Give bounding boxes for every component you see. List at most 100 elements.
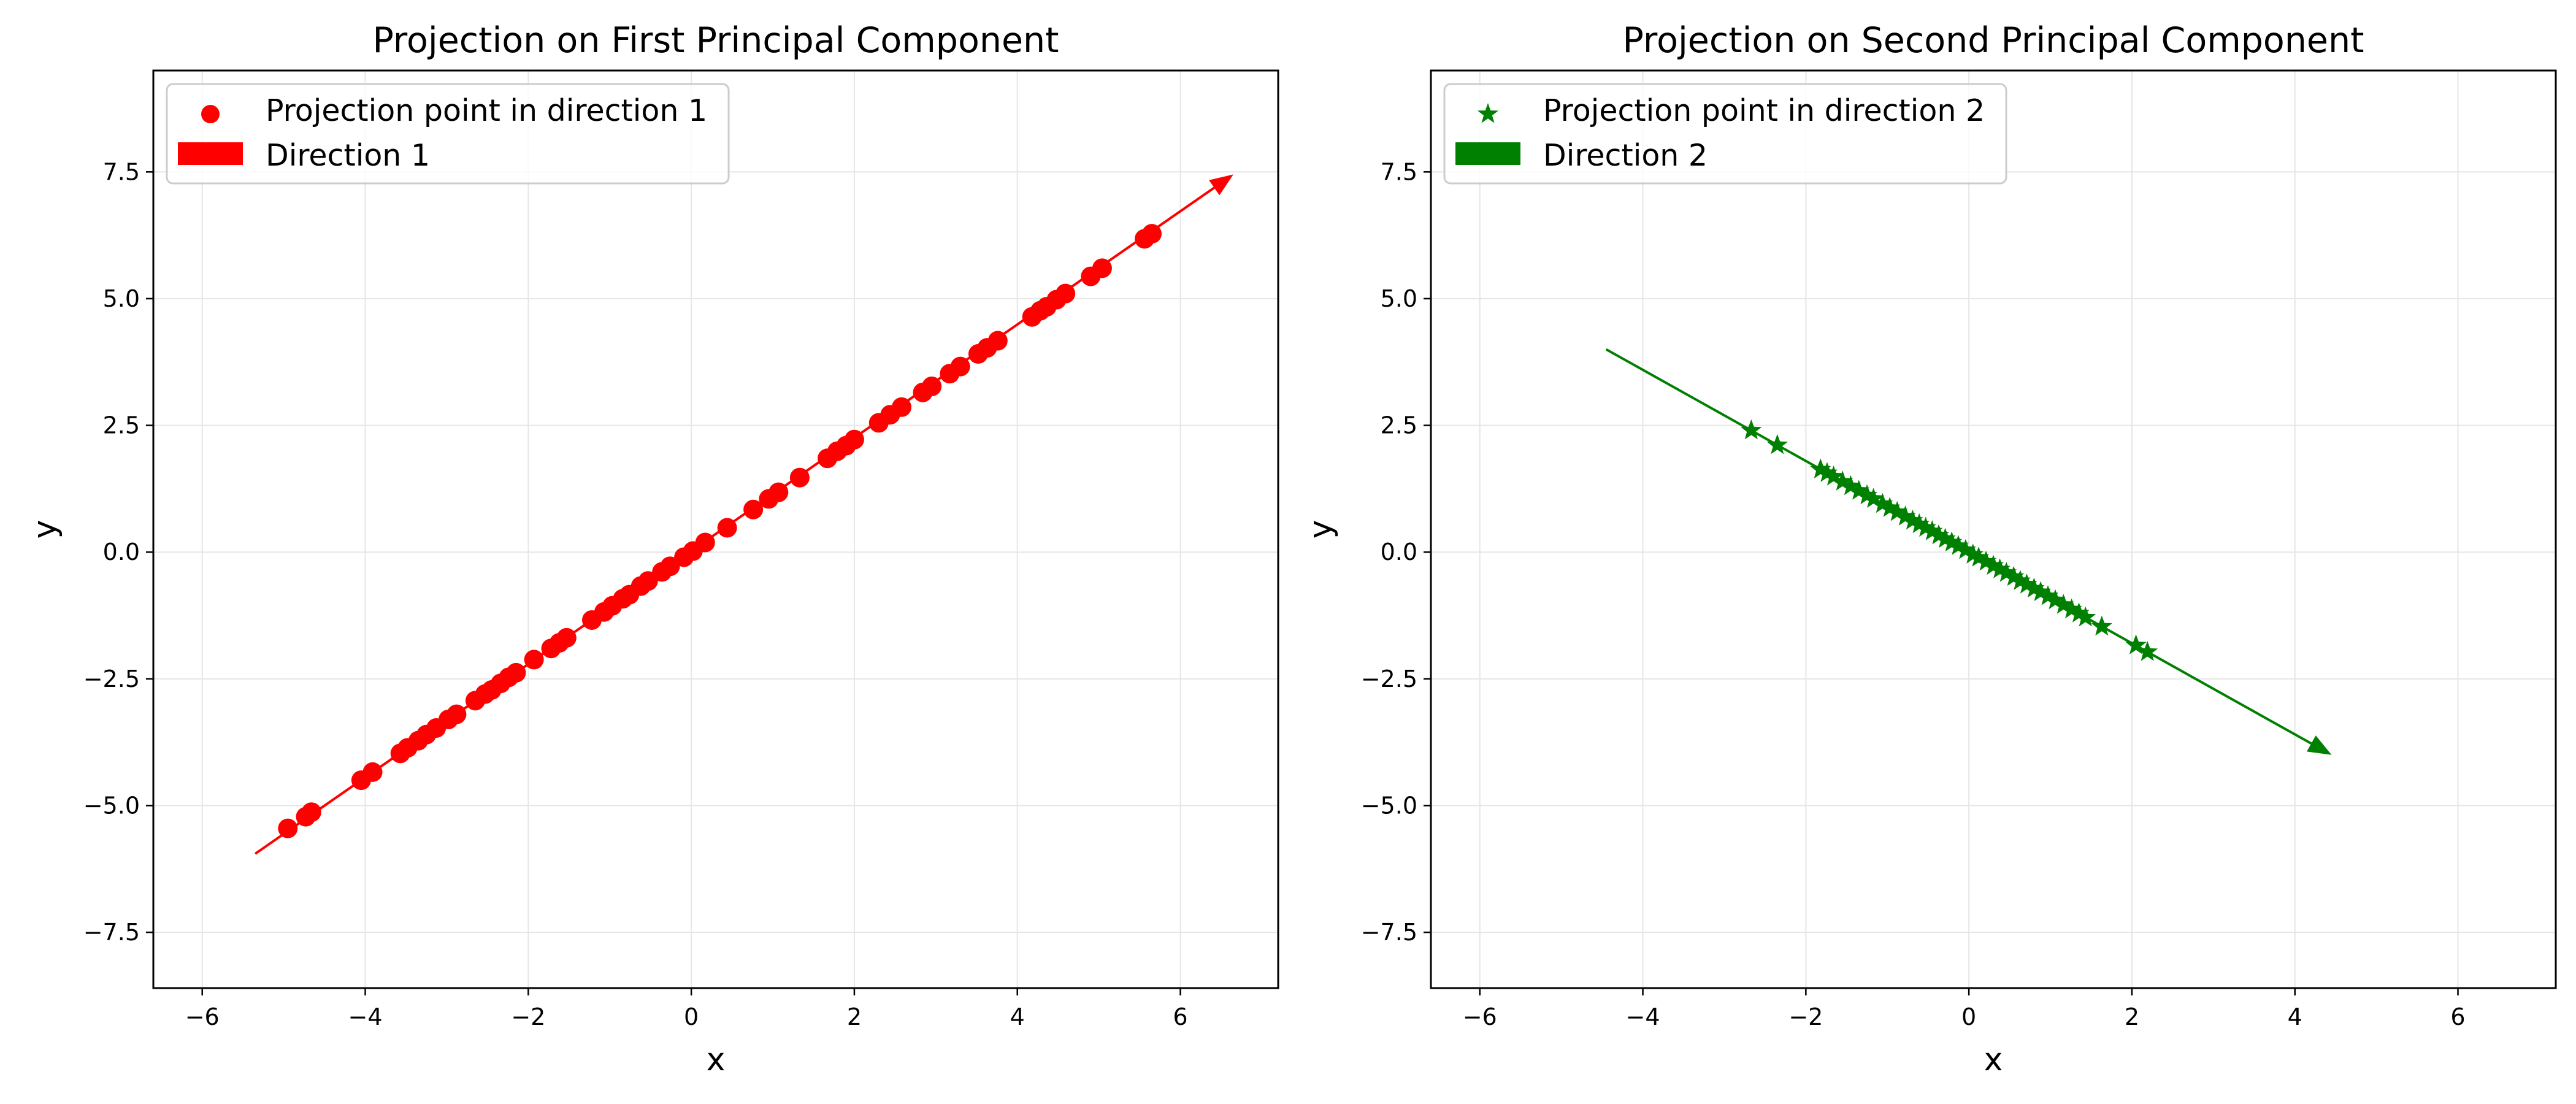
y-tick-label: −5.0 — [1361, 792, 1417, 819]
data-point-circle — [1142, 224, 1162, 244]
data-point-circle — [362, 762, 383, 782]
data-point-star — [2003, 565, 2025, 586]
direction-arrow-head — [1209, 174, 1233, 196]
x-tick-label: 6 — [2450, 1003, 2465, 1030]
x-tick-label: 0 — [684, 1003, 699, 1030]
data-point-star — [1928, 524, 1950, 545]
data-point-star — [2009, 570, 2031, 590]
data-point-star — [1856, 484, 1878, 505]
data-point-star — [1996, 562, 2017, 582]
legend-patch-direction — [1455, 142, 1520, 165]
data-point-star — [1989, 558, 2011, 578]
data-point-star — [2037, 585, 2059, 605]
data-point-circle — [556, 627, 577, 648]
data-point-star — [1741, 419, 1762, 440]
plot-area — [1431, 71, 2556, 988]
data-point-star — [2125, 634, 2147, 654]
data-point-star — [2023, 577, 2045, 598]
y-tick-label: 7.5 — [1381, 158, 1417, 185]
data-point-star — [1968, 546, 1990, 567]
x-axis-label: x — [707, 1041, 726, 1078]
legend-box — [1443, 83, 2007, 185]
data-point-circle — [1092, 258, 1112, 278]
x-tick-label: 4 — [2288, 1003, 2302, 1030]
x-tick-label: −4 — [1626, 1003, 1660, 1030]
chart-title: Projection on First Principal Component — [372, 20, 1059, 61]
data-point-star — [1895, 505, 1916, 526]
data-point-circle — [743, 499, 764, 519]
data-point-star — [1902, 509, 1923, 530]
data-point-circle — [447, 704, 467, 724]
plot-frame — [1430, 69, 2557, 989]
x-tick-label: 6 — [1173, 1003, 1187, 1030]
data-point-star — [1955, 539, 1976, 559]
data-point-circle — [660, 556, 680, 577]
legend-label-direction: Direction 1 — [266, 138, 430, 173]
data-point-star — [2030, 581, 2052, 602]
data-point-star — [1941, 531, 1963, 552]
y-tick-label: 2.5 — [103, 412, 140, 439]
legend-patch-direction — [178, 142, 243, 165]
data-point-star — [1872, 493, 1893, 513]
data-point-star — [1840, 475, 1861, 496]
data-point-star — [1879, 497, 1901, 517]
y-tick-label: −2.5 — [83, 665, 140, 692]
data-point-circle — [278, 818, 298, 838]
data-point-star — [2091, 615, 2112, 636]
legend: Projection point in direction 2 Directio… — [1443, 83, 2007, 185]
data-point-star — [1975, 550, 1997, 571]
data-point-star — [2068, 602, 2090, 623]
data-point-star — [1810, 458, 1831, 478]
data-point-star — [1832, 470, 1853, 491]
data-point-star — [1922, 520, 1943, 540]
data-point-circle — [922, 376, 942, 396]
data-point-star — [1848, 480, 1869, 500]
x-axis-label: x — [1984, 1041, 2003, 1078]
legend-label-series: Projection point in direction 1 — [266, 93, 707, 128]
chart-panel-second-component: Projection on Second Principal Component… — [1302, 20, 2557, 1078]
data-point-circle — [717, 518, 737, 538]
y-tick-label: −7.5 — [1361, 919, 1417, 946]
data-point-star — [1962, 543, 1984, 564]
data-point-star — [1947, 535, 1969, 555]
x-tick-label: −6 — [1463, 1003, 1497, 1030]
data-point-star — [2053, 594, 2074, 614]
data-point-circle — [892, 397, 912, 417]
x-tick-label: −2 — [1788, 1003, 1823, 1030]
x-tick-label: 2 — [847, 1003, 862, 1030]
plot-area — [153, 71, 1278, 988]
data-point-star — [2044, 589, 2066, 610]
data-point-star — [1982, 554, 2004, 575]
data-point-circle — [987, 331, 1008, 351]
legend: Projection point in direction 1 Directio… — [166, 83, 730, 185]
data-point-star — [1908, 513, 1930, 534]
data-point-star — [1816, 462, 1838, 482]
data-point-circle — [844, 429, 864, 450]
x-tick-label: −6 — [185, 1003, 220, 1030]
data-point-star — [2061, 598, 2082, 619]
legend-box — [166, 83, 730, 185]
data-point-circle — [506, 662, 526, 683]
data-point-star — [2075, 606, 2096, 627]
y-tick-label: −7.5 — [83, 919, 140, 946]
data-point-star — [1823, 466, 1844, 486]
x-tick-label: 0 — [1961, 1003, 1976, 1030]
y-tick-label: −5.0 — [83, 792, 140, 819]
y-axis-label: y — [26, 520, 63, 539]
data-point-circle — [950, 356, 970, 377]
legend-marker-star — [1477, 103, 1499, 123]
chart-panel-first-component: Projection on First Principal Component … — [26, 20, 1279, 1078]
y-tick-label: −2.5 — [1361, 665, 1417, 692]
data-point-circle — [524, 650, 544, 670]
y-tick-label: 7.5 — [103, 158, 140, 185]
data-point-star — [2016, 573, 2037, 594]
data-point-star — [1915, 516, 1936, 537]
x-tick-label: 2 — [2125, 1003, 2139, 1030]
y-tick-label: 5.0 — [1381, 285, 1417, 312]
x-tick-label: −2 — [511, 1003, 545, 1030]
data-point-star — [1863, 488, 1884, 508]
data-point-circle — [695, 532, 715, 553]
legend-marker-circle — [201, 105, 220, 123]
x-tick-label: 4 — [1010, 1003, 1025, 1030]
